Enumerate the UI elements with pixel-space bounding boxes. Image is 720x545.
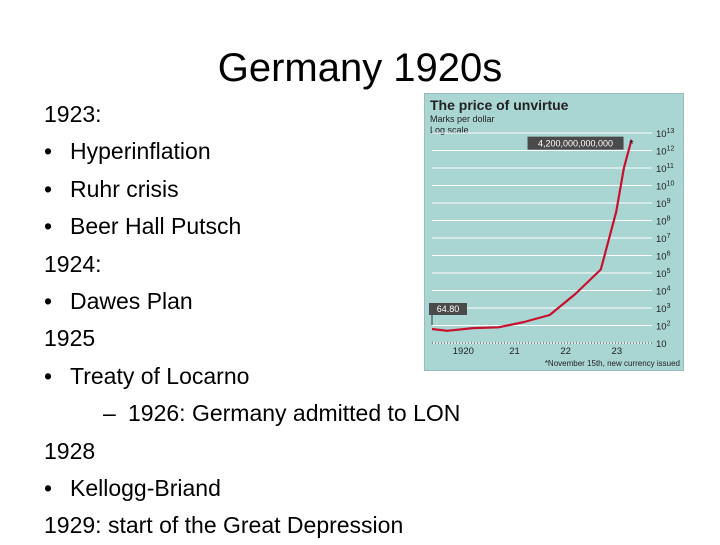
y-tick-label: 10 (656, 339, 667, 350)
y-tick-label: 105 (656, 268, 671, 280)
y-tick-exponent: 2 (667, 321, 671, 328)
bullet-glyph: • (44, 213, 53, 240)
chart-footnote: *November 15th, new currency issued (545, 359, 680, 368)
y-tick-exponent: 11 (667, 163, 674, 170)
x-tick-label: 22 (560, 346, 571, 357)
slide-title: Germany 1920s (0, 44, 720, 92)
line-text: 1926: Germany admitted to LON (128, 400, 461, 427)
y-tick-base: 10 (656, 234, 667, 245)
end-label: 4,200,000,000,000 (538, 139, 613, 149)
x-tick-label: 1920 (453, 346, 474, 357)
slide-title-text: Germany 1920s (217, 46, 503, 90)
y-tick-base: 10 (656, 322, 667, 333)
bullet-glyph: • (44, 362, 53, 389)
end-marker: * (629, 139, 634, 151)
x-tick-label: 21 (509, 346, 520, 357)
line-text: Treaty of Locarno (70, 362, 250, 389)
year-heading: 1929: start of the Great Depression (44, 507, 704, 544)
line-text: 1928 (44, 437, 96, 464)
y-tick-exponent: 6 (667, 251, 671, 258)
bullet-item: • Treaty of Locarno (44, 358, 704, 395)
bullet-glyph: • (44, 475, 53, 502)
chart-panel: The price of unvirtue Marks per dollar Log… (423, 92, 685, 372)
year-heading: 1923: (44, 96, 704, 133)
y-tick-label: 1013 (656, 128, 674, 140)
end-label-box (527, 136, 624, 150)
y-tick-exponent: 13 (667, 128, 675, 135)
y-tick-label: 102 (656, 321, 671, 333)
line-text: Hyperinflation (70, 138, 211, 165)
y-tick-label: 1012 (656, 146, 674, 158)
y-tick-base: 10 (656, 339, 667, 350)
year-heading: 1924: (44, 246, 704, 283)
y-tick-base: 10 (656, 199, 667, 210)
line-text: 1929: start of the Great Depression (44, 512, 404, 539)
y-tick-label: 1010 (656, 181, 674, 193)
start-label-box (429, 303, 467, 315)
y-tick-exponent: 12 (667, 146, 675, 153)
year-heading: 1928 (44, 433, 704, 470)
y-tick-label: 109 (656, 198, 671, 210)
y-tick-label: 1011 (656, 163, 674, 175)
line-text: Kellogg-Briand (70, 475, 221, 502)
bullet-item: • Beer Hall Putsch (44, 208, 704, 245)
y-tick-label: 106 (656, 251, 671, 263)
y-tick-exponent: 10 (667, 181, 675, 188)
chart-title: The price of unvirtue (430, 97, 569, 113)
start-label: 64.80 (437, 304, 460, 314)
y-tick-exponent: 3 (667, 303, 671, 310)
bullet-item: • Ruhr crisis (44, 171, 704, 208)
y-tick-base: 10 (656, 287, 667, 298)
line-text: Beer Hall Putsch (70, 213, 242, 240)
y-tick-label: 107 (656, 233, 671, 245)
y-tick-exponent: 7 (667, 233, 671, 240)
y-tick-base: 10 (656, 269, 667, 280)
y-tick-exponent: 8 (667, 216, 671, 223)
y-tick-base: 10 (656, 164, 667, 175)
y-tick-base: 10 (656, 147, 667, 158)
bullet-item: • Hyperinflation (44, 133, 704, 170)
y-tick-base: 10 (656, 304, 667, 315)
series-line (431, 139, 633, 332)
chart-subtitle: Marks per dollar (430, 114, 495, 124)
bullet-glyph: • (44, 138, 53, 165)
y-tick-base: 10 (656, 182, 667, 193)
y-tick-base: 10 (656, 252, 667, 263)
dash-glyph: – (103, 400, 116, 427)
chart-scale-note: Log scale (430, 125, 469, 135)
bullet-glyph: • (44, 175, 53, 202)
year-heading: 1925 (44, 320, 704, 357)
y-tick-exponent: 5 (667, 268, 671, 275)
line-text: 1923: (44, 101, 102, 127)
y-tick-base: 10 (656, 129, 667, 140)
y-tick-label: 108 (656, 216, 671, 228)
sub-bullet-item: –1926: Germany admitted to LON (44, 395, 704, 432)
line-text: Dawes Plan (70, 288, 193, 315)
y-tick-label: 103 (656, 303, 671, 315)
x-tick-label: 23 (612, 346, 623, 357)
bullet-item: • Kellogg-Briand (44, 470, 704, 507)
y-tick-label: 104 (656, 286, 671, 298)
y-tick-base: 10 (656, 217, 667, 228)
line-text: 1925 (44, 325, 96, 352)
bullet-glyph: • (44, 288, 53, 315)
body-text: 1923: • Hyperinflation • Ruhr crisis • Beer Ha… (44, 96, 704, 545)
bullet-item: • Dawes Plan (44, 283, 704, 320)
y-tick-exponent: 4 (667, 286, 671, 293)
line-text: Ruhr crisis (70, 175, 179, 202)
y-tick-exponent: 9 (667, 198, 671, 205)
line-text: 1924: (44, 250, 102, 277)
